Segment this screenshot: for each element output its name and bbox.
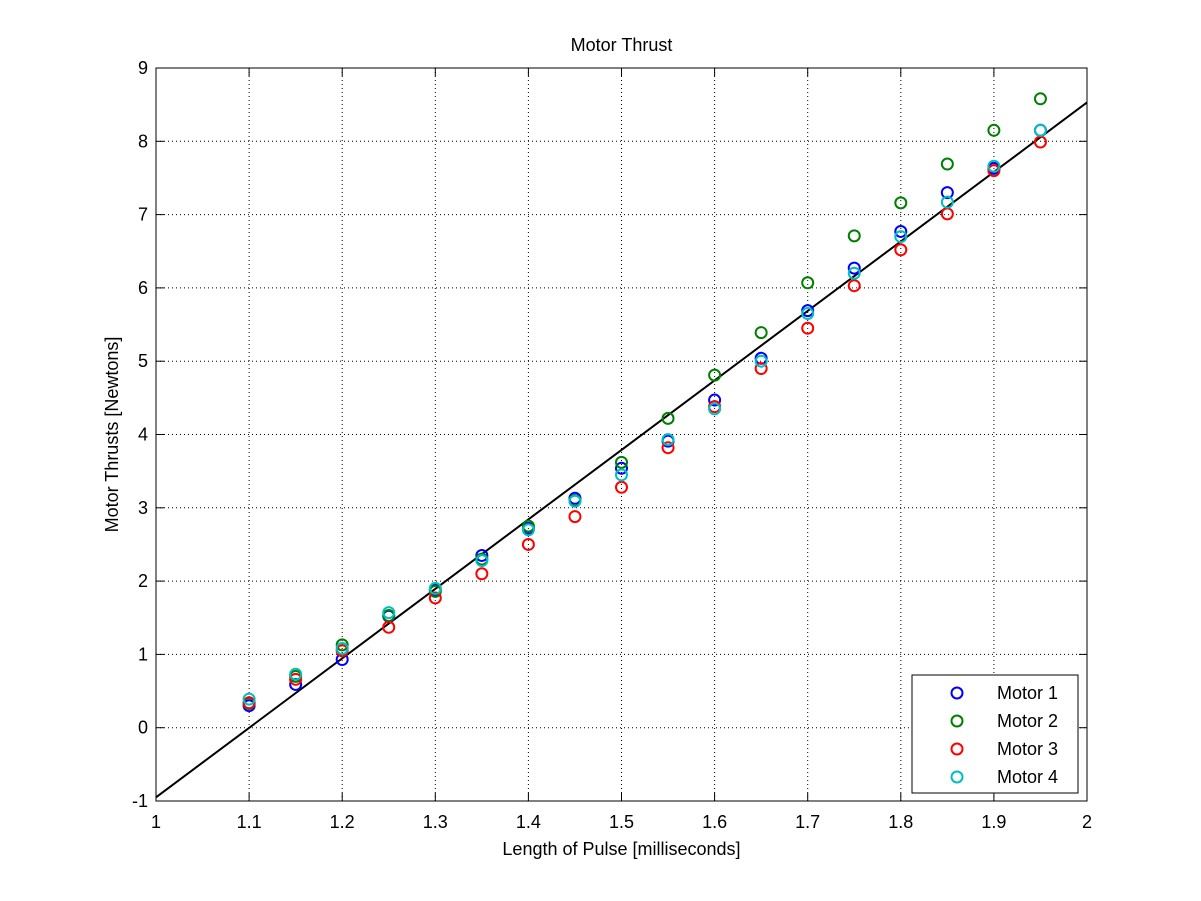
data-point xyxy=(1033,92,1047,106)
legend-marker xyxy=(950,686,964,700)
data-point xyxy=(801,321,815,335)
data-point xyxy=(615,461,628,475)
y-tick-label: 0 xyxy=(138,718,148,738)
data-point xyxy=(382,620,396,634)
legend-label: Motor 2 xyxy=(997,711,1058,731)
data-point xyxy=(521,519,535,533)
y-tick-label: 4 xyxy=(138,425,148,445)
data-point xyxy=(382,606,396,620)
data-point xyxy=(521,523,535,537)
y-tick-label: -1 xyxy=(132,791,148,811)
data-point xyxy=(335,642,349,656)
data-point xyxy=(940,157,954,171)
data-point xyxy=(708,393,722,407)
data-point xyxy=(847,261,861,275)
data-point xyxy=(661,433,675,447)
y-tick-label: 7 xyxy=(138,205,148,225)
data-point xyxy=(894,224,908,238)
data-point xyxy=(847,229,861,243)
x-tick-label: 1.1 xyxy=(237,812,262,832)
y-tick-label: 2 xyxy=(138,571,148,591)
series-motor-3 xyxy=(242,135,1047,710)
x-tick-label: 2 xyxy=(1082,812,1092,832)
data-point xyxy=(289,667,303,681)
data-point xyxy=(847,266,861,280)
data-point xyxy=(754,326,768,340)
axis-ticks: 1 1.1 1.2 1.3 1.4 1.5 1.6 1.7 1.8 1.9 2 -1 0 1 2 3 4 5 6 7 8… xyxy=(132,58,1092,832)
data-point xyxy=(987,164,1001,178)
data-point xyxy=(708,402,722,416)
data-point xyxy=(1033,123,1047,137)
data-point xyxy=(801,276,815,290)
data-point xyxy=(335,638,349,652)
y-axis-label: Motor Thrusts [Newtons] xyxy=(102,337,122,533)
data-point xyxy=(940,195,954,209)
data-point xyxy=(615,455,628,469)
data-point xyxy=(708,368,722,382)
data-point xyxy=(475,548,489,562)
legend-label: Motor 4 xyxy=(997,767,1058,787)
data-point xyxy=(894,196,908,210)
x-tick-label: 1.9 xyxy=(981,812,1006,832)
data-point xyxy=(568,510,582,524)
data-point xyxy=(428,581,442,595)
data-point xyxy=(428,591,442,605)
series-motor-4 xyxy=(242,123,1047,706)
legend-label: Motor 3 xyxy=(997,739,1058,759)
legend-label: Motor 1 xyxy=(997,683,1058,703)
x-tick-label: 1.6 xyxy=(702,812,727,832)
legend-marker xyxy=(950,770,964,784)
x-tick-label: 1.2 xyxy=(330,812,355,832)
y-tick-label: 3 xyxy=(138,498,148,518)
data-point xyxy=(615,468,628,482)
y-tick-label: 8 xyxy=(138,131,148,151)
data-point xyxy=(847,279,861,293)
data-point xyxy=(940,186,954,200)
x-tick-label: 1.4 xyxy=(516,812,541,832)
x-axis-label: Length of Pulse [milliseconds] xyxy=(502,839,740,859)
chart-title: Motor Thrust xyxy=(571,35,673,55)
x-tick-label: 1.8 xyxy=(888,812,913,832)
x-tick-label: 1.3 xyxy=(423,812,448,832)
y-tick-label: 9 xyxy=(138,58,148,78)
data-point xyxy=(242,696,256,710)
data-point xyxy=(801,307,815,321)
legend-marker xyxy=(950,742,964,756)
data-point xyxy=(661,441,675,455)
legend: Motor 1 Motor 2 Motor 3 Motor 4 xyxy=(911,674,1079,794)
data-point xyxy=(894,243,908,257)
data-point xyxy=(568,494,582,508)
data-point xyxy=(661,411,675,425)
data-points xyxy=(242,92,1047,713)
data-point xyxy=(521,537,535,551)
data-point xyxy=(242,692,256,706)
fit-line xyxy=(155,101,1088,799)
data-point xyxy=(289,672,303,686)
data-point xyxy=(987,159,1001,173)
data-point xyxy=(987,123,1001,137)
data-point xyxy=(754,362,768,376)
x-tick-label: 1.5 xyxy=(609,812,634,832)
x-tick-label: 1 xyxy=(151,812,161,832)
data-point xyxy=(615,480,628,494)
fit-line-layer xyxy=(155,101,1088,799)
legend-box xyxy=(911,674,1079,794)
data-point xyxy=(894,230,908,244)
x-tick-label: 1.7 xyxy=(795,812,820,832)
data-point xyxy=(475,567,489,581)
data-point xyxy=(475,554,489,568)
data-point xyxy=(754,354,768,368)
y-tick-label: 5 xyxy=(138,351,148,371)
y-tick-label: 6 xyxy=(138,278,148,298)
legend-marker xyxy=(950,714,964,728)
y-tick-label: 1 xyxy=(138,644,148,664)
